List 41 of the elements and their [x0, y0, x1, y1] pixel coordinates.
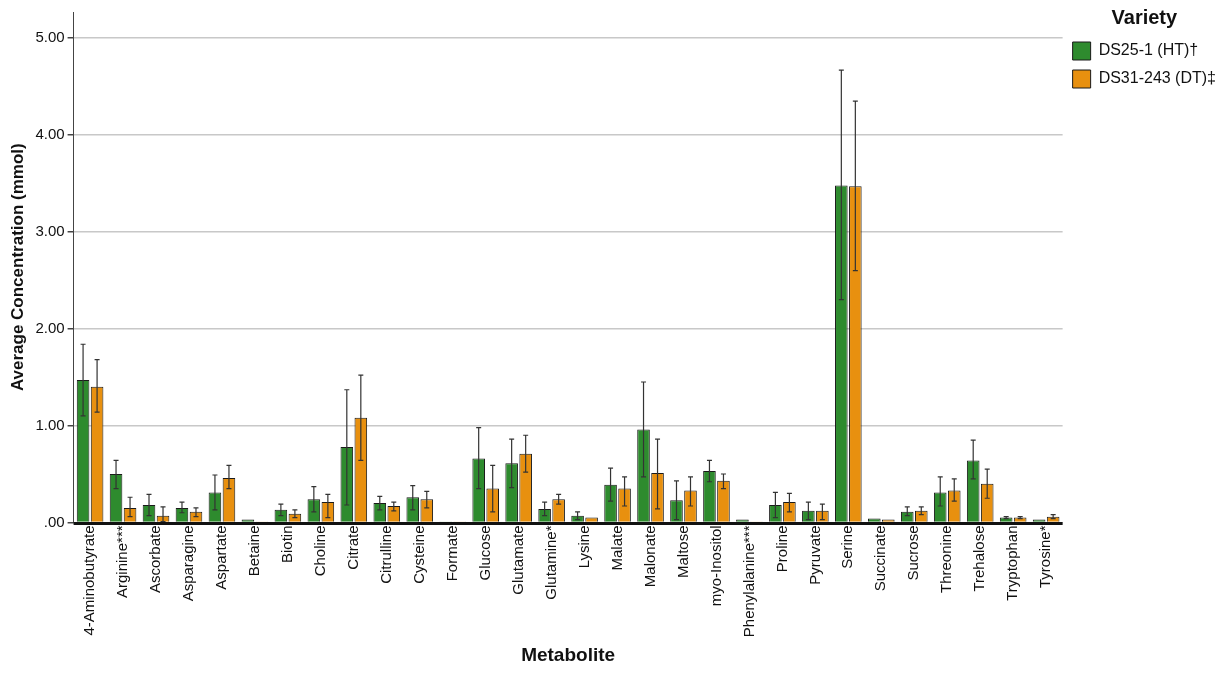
y-tick-label: 2.00 — [35, 318, 65, 336]
x-tick-label: Maltose — [673, 525, 691, 578]
x-tick-label: Choline — [310, 525, 328, 577]
x-tick-label: Trehalose — [970, 525, 988, 592]
x-tick-label: Phenylalanine*** — [739, 525, 757, 638]
x-tick-label: Lysine — [574, 525, 592, 569]
x-tick-label: Threonine — [937, 525, 955, 593]
x-tick-label: Succinate — [871, 525, 889, 592]
x-tick-label: Formate — [442, 525, 460, 582]
x-tick-label: Malate — [607, 525, 625, 571]
y-tick-label: 1.00 — [35, 415, 65, 433]
x-tick-label: Serine — [838, 525, 856, 569]
x-tick-label: Ascorbate — [146, 525, 164, 593]
x-tick-label: Biotin — [278, 525, 296, 563]
x-tick-label: myo-Inositol — [706, 525, 724, 607]
legend-label: DS25-1 (HT)† — [1098, 41, 1199, 59]
x-tick-label: Sucrose — [904, 525, 922, 581]
x-tick-label: Tyrosine* — [1036, 525, 1054, 588]
x-tick-label: Malonate — [640, 525, 658, 588]
y-tick-label: 5.00 — [35, 28, 65, 46]
x-tick-label: Citrulline — [376, 525, 394, 584]
legend-label: DS31-243 (DT)‡ — [1098, 69, 1216, 87]
x-tick-label: Glucose — [475, 525, 493, 581]
x-axis-title: Metabolite — [521, 643, 616, 665]
x-tick-label: Cysteine — [409, 525, 427, 584]
x-tick-label: Proline — [772, 525, 790, 573]
x-tick-label: Citrate — [343, 525, 361, 570]
x-tick-label: Aspartate — [212, 525, 230, 590]
x-tick-label: Asparagine — [179, 525, 197, 602]
x-tick-label: Glutamate — [508, 525, 526, 595]
x-tick-label: 4-Aminobutyrate — [80, 525, 98, 636]
y-tick-label: 4.00 — [35, 125, 65, 143]
x-tick-label: Glutamine* — [541, 525, 559, 600]
y-axis-title: Average Concentration (mmol) — [7, 143, 27, 392]
y-tick-label: 3.00 — [35, 222, 65, 240]
x-tick-label: Betaine — [245, 525, 263, 577]
x-tick-label: Tryptophan — [1003, 525, 1021, 601]
x-tick-label: Pyruvate — [805, 525, 823, 585]
y-tick-label: .00 — [43, 512, 65, 530]
legend-title: Variety — [1111, 5, 1178, 28]
x-tick-label: Arginine*** — [113, 525, 131, 598]
